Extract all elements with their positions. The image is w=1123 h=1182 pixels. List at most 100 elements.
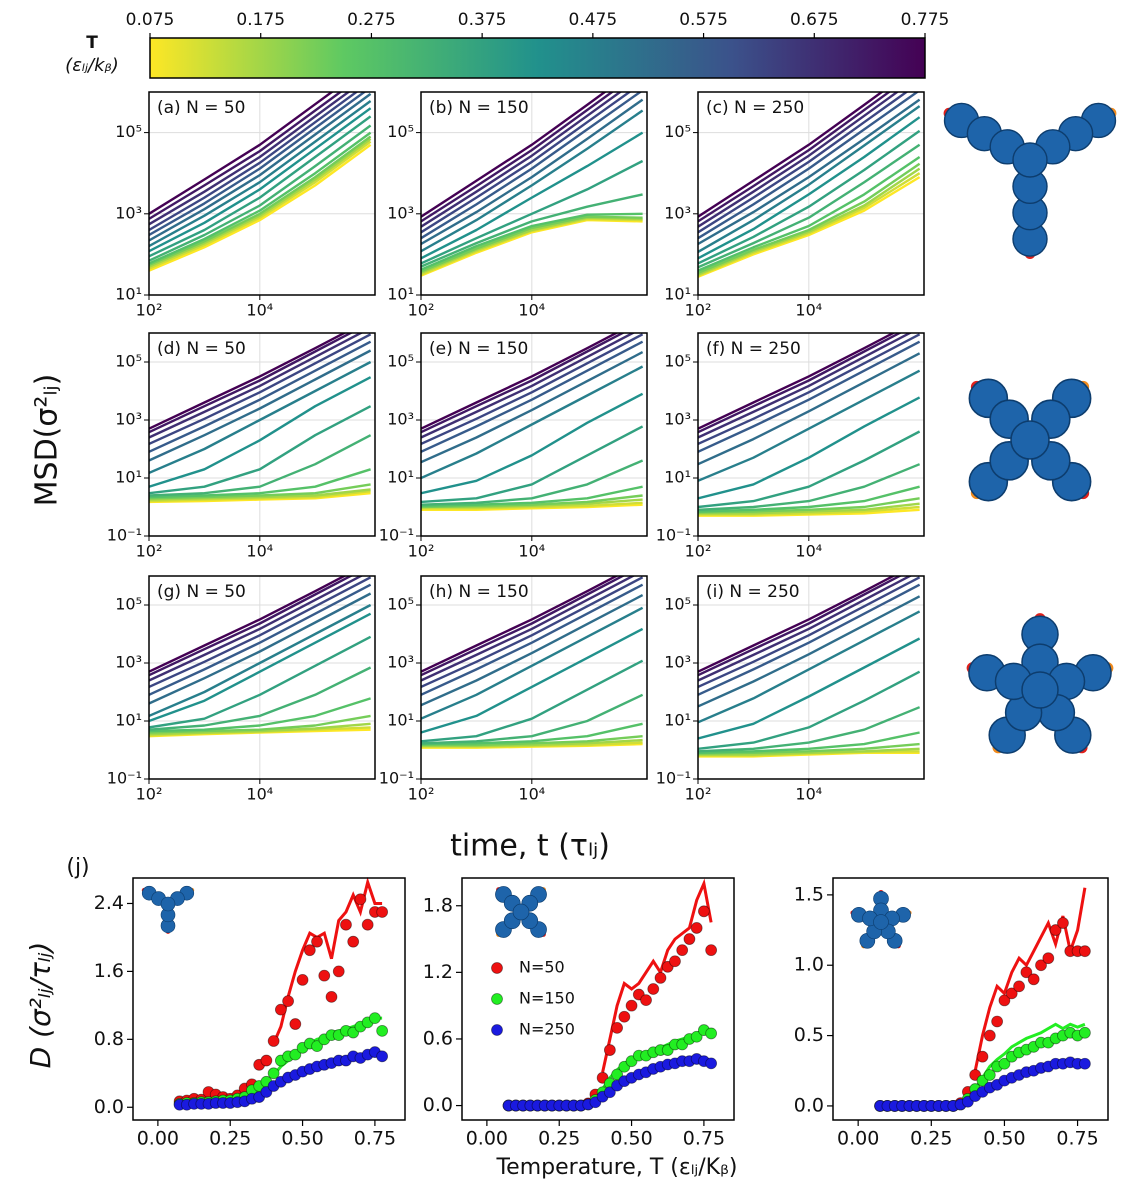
diffusion-panel: 0.0 0.6 1.2 1.8 0.00 0.25 0.50 0.75 N=50 N=150 N=2…	[423, 877, 735, 1150]
msd-line	[421, 98, 644, 246]
y-tick-label: 1.5	[794, 883, 824, 905]
y-tick-label: 1.6	[94, 960, 124, 982]
legend-marker	[491, 1024, 503, 1036]
msd-line	[421, 333, 626, 434]
colorbar-tick-label: 0.775	[901, 10, 950, 30]
msd-line	[698, 576, 903, 677]
diffusion-panel: 0.0 0.8 1.6 2.4 0.00 0.25 0.50 0.75	[94, 876, 406, 1150]
x-tick-label: 10⁴	[795, 785, 822, 804]
msd-line	[698, 502, 920, 515]
data-point	[611, 1021, 623, 1034]
msd-line	[421, 215, 643, 273]
x-tick-label: 0.25	[910, 1128, 952, 1150]
msd-line	[149, 92, 359, 232]
plot-frame	[697, 575, 925, 780]
data-point	[976, 1050, 989, 1063]
x-tick-label: 10⁴	[518, 785, 545, 804]
msd-line	[149, 434, 372, 497]
x-tick-label: 10²	[408, 785, 435, 804]
data-point	[282, 995, 294, 1008]
msd-panel: 10⁻¹ 10¹ 10³ 10⁵ 10² 10⁴ (d) N = 50	[107, 332, 376, 561]
y-tick-label: 2.4	[94, 892, 124, 914]
plot-frame	[148, 332, 376, 537]
msd-line	[421, 576, 636, 682]
msd-line	[149, 333, 372, 445]
msd-line	[421, 735, 643, 747]
msd-line	[421, 459, 644, 506]
colorbar-tick-label: 0.675	[790, 10, 839, 30]
msd-line	[421, 92, 632, 234]
msd-panel: 10⁻¹ 10¹ 10³ 10⁵ 10² 10⁴ (i) N = 250	[656, 575, 925, 804]
msd-line	[698, 463, 921, 511]
data-point	[998, 1057, 1011, 1070]
msd-line	[421, 583, 644, 696]
data-point	[369, 1012, 381, 1025]
y-tick-label: 0.5	[794, 1024, 824, 1046]
msd-line	[421, 693, 644, 745]
y-tick-label: 10³	[387, 410, 414, 429]
x-tick-label: 10²	[408, 301, 435, 320]
msd-line	[149, 100, 372, 248]
data-point	[654, 972, 667, 984]
data-point	[705, 1057, 718, 1070]
data-point	[267, 1067, 280, 1080]
msd-line	[698, 706, 921, 753]
data-point	[1013, 980, 1025, 993]
msd-line	[149, 488, 371, 501]
msd-line	[149, 92, 351, 226]
x-tick-label: 10⁴	[246, 542, 273, 561]
colorbar-label: T	[86, 33, 98, 53]
x-tick-label: 10⁴	[246, 301, 273, 320]
x-tick-label: 10²	[408, 542, 435, 561]
panel-title: (c) N = 250	[706, 98, 804, 118]
msd-line	[149, 92, 334, 215]
msd-line	[421, 218, 643, 277]
panel-label: (j)	[66, 855, 89, 880]
x-tick-label: 0.50	[610, 1128, 652, 1150]
x-tick-label: 0.25	[209, 1128, 251, 1150]
y-tick-label: 10⁵	[115, 122, 142, 141]
legend-label: N=250	[519, 1020, 575, 1039]
y-tick-label: 0.0	[94, 1096, 124, 1118]
msd-line	[698, 747, 920, 756]
msd-line	[149, 468, 371, 499]
msd-line	[421, 576, 644, 688]
y-tick-label: 1.2	[423, 961, 453, 983]
msd-line	[149, 722, 371, 736]
msd-line	[149, 583, 372, 696]
msd-line	[149, 115, 372, 258]
y-tick-label: 10¹	[115, 285, 142, 304]
lines	[149, 576, 372, 738]
msd-line	[421, 92, 607, 218]
msd-line	[149, 576, 354, 677]
x-tick-label: 10²	[136, 785, 163, 804]
msd-line	[421, 425, 644, 504]
data-point	[311, 935, 323, 948]
x-tick-label: 10⁴	[795, 542, 822, 561]
msd-line	[149, 714, 371, 734]
diffusion-panel: 0.0 0.5 1.0 1.5 0.00 0.25 0.50 0.75	[794, 877, 1109, 1150]
y-tick-label: 10⁵	[387, 595, 414, 614]
msd-line	[149, 137, 372, 268]
x-tick-label: 0.75	[354, 1128, 396, 1150]
legend-label: N=50	[519, 958, 565, 977]
msd-line	[421, 131, 644, 260]
msd-line	[149, 576, 364, 682]
x-tick-label: 0.75	[683, 1128, 725, 1150]
x-tick-label: 0.00	[837, 1128, 879, 1150]
msd-line	[698, 98, 921, 246]
y-tick-label: 10¹	[387, 285, 414, 304]
x-tick-label: 0.25	[538, 1128, 580, 1150]
panel-title: (a) N = 50	[157, 98, 246, 118]
molecule-illustration	[850, 889, 912, 949]
msd-line	[149, 376, 372, 488]
molecule-illustration	[943, 102, 1117, 259]
data-point	[1035, 959, 1047, 972]
msd-line	[698, 333, 896, 430]
msd-line	[698, 92, 884, 218]
msd-line	[698, 143, 921, 269]
data-point	[1042, 952, 1055, 965]
msd-line	[149, 603, 372, 718]
msd-line	[149, 340, 372, 453]
msd-line	[698, 742, 920, 755]
